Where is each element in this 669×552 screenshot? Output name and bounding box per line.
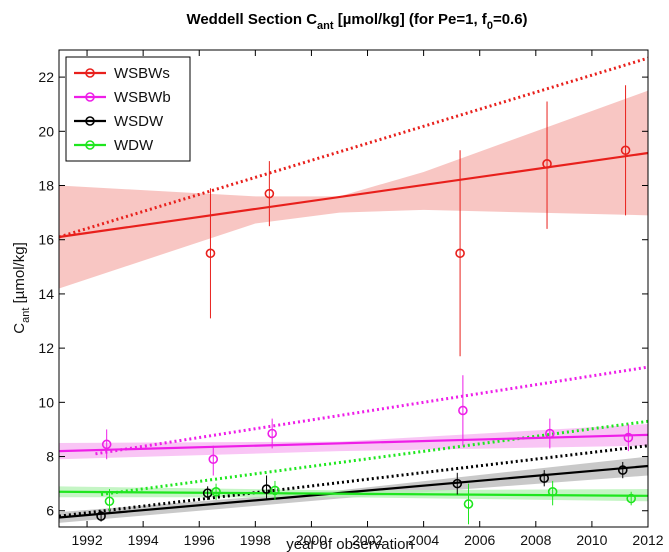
data-markers <box>96 145 636 521</box>
point-wsdw-5 <box>617 465 628 475</box>
legend: WSBWs WSBWb WSDW WDW <box>65 56 191 162</box>
legend-label-wsbwb: WSBWb <box>114 89 171 106</box>
y-tick-label-8: 8 <box>46 449 54 465</box>
dotted-line-wsdw <box>58 444 649 518</box>
point-wdw-4 <box>547 486 558 497</box>
x-tick-label-1994: 1994 <box>128 532 159 548</box>
legend-label-wsdw: WSDW <box>114 113 164 130</box>
point-wsbwb-5 <box>623 432 634 443</box>
y-tick-label-22: 22 <box>38 69 54 85</box>
dotted-line-wsbwb <box>95 365 649 456</box>
x-tick-label-1996: 1996 <box>184 532 215 548</box>
x-axis-ticks: 1992 1994 1996 1998 2000 2002 2004 2006 2008 2010… <box>71 50 664 548</box>
x-axis-label: year of observation <box>286 536 414 552</box>
point-wsdw-4 <box>539 473 550 484</box>
legend-marker-wsbwb <box>85 92 95 102</box>
point-wdw-5 <box>626 493 636 504</box>
point-wsdw-0 <box>96 511 106 521</box>
x-tick-label-1992: 1992 <box>71 532 102 548</box>
point-wsbwb-2 <box>267 428 277 439</box>
x-tick-label-2000: 2000 <box>296 532 327 548</box>
x-tick-label-2002: 2002 <box>352 532 383 548</box>
legend-marker-wsdw <box>85 116 95 126</box>
plot-frame <box>58 49 649 528</box>
x-tick-label-2008: 2008 <box>520 532 551 548</box>
legend-label-wdw: WDW <box>114 137 154 154</box>
point-wdw-0 <box>104 496 115 507</box>
x-tick-label-2010: 2010 <box>576 532 607 548</box>
point-wsbwb-3 <box>458 405 468 416</box>
fit-line-wsdw <box>58 464 649 519</box>
point-wdw-1 <box>211 486 221 497</box>
point-wsbws-0 <box>205 248 216 259</box>
dotted-lines <box>58 56 649 518</box>
y-tick-label-18: 18 <box>38 178 54 194</box>
x-tick-label-2012: 2012 <box>632 532 663 548</box>
point-wsbwb-0 <box>101 439 112 450</box>
band-wsbwb <box>59 424 648 460</box>
point-wdw-3 <box>463 499 474 509</box>
point-wsbws-1 <box>264 188 275 199</box>
chart-title: Weddell Section Cant [µmol/kg] (for Pe=1… <box>186 11 527 32</box>
dotted-line-wdw <box>100 419 649 496</box>
y-axis-ticks: 6 8 10 12 14 16 18 20 22 <box>38 69 648 519</box>
point-wsbws-2 <box>455 248 465 259</box>
y-tick-label-20: 20 <box>38 123 54 139</box>
point-wsbwb-4 <box>545 428 555 439</box>
y-tick-label-10: 10 <box>38 394 54 410</box>
legend-marker-wsbws <box>85 68 95 78</box>
band-wsbws <box>59 90 648 289</box>
x-tick-label-2006: 2006 <box>464 532 495 548</box>
point-wsdw-3 <box>452 478 463 489</box>
y-tick-label-16: 16 <box>38 232 54 248</box>
x-tick-label-2004: 2004 <box>408 532 439 548</box>
point-wsbws-3 <box>542 159 552 169</box>
y-axis-label: Cant [µmol/kg] <box>11 242 32 334</box>
y-tick-label-12: 12 <box>38 340 54 356</box>
point-wsbws-4 <box>620 145 631 156</box>
point-wdw-2 <box>270 485 280 496</box>
legend-label-wsbws: WSBWs <box>114 65 170 82</box>
y-tick-label-6: 6 <box>46 503 54 519</box>
point-wsbwb-1 <box>208 454 219 465</box>
band-wsdw <box>59 456 648 523</box>
x-tick-label-1998: 1998 <box>240 532 271 548</box>
y-tick-label-14: 14 <box>38 286 54 302</box>
legend-marker-wdw <box>85 140 95 150</box>
